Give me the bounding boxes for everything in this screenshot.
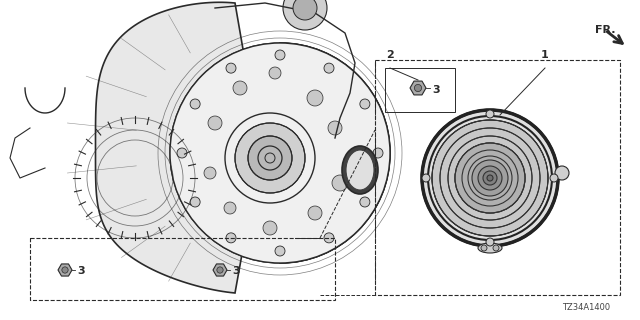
Circle shape xyxy=(190,99,200,109)
Circle shape xyxy=(550,174,558,182)
Polygon shape xyxy=(410,81,426,95)
Circle shape xyxy=(328,121,342,135)
Circle shape xyxy=(308,206,322,220)
Circle shape xyxy=(283,0,327,30)
Text: 2: 2 xyxy=(386,50,394,60)
Circle shape xyxy=(235,123,305,193)
Circle shape xyxy=(555,166,569,180)
Circle shape xyxy=(269,67,281,79)
Circle shape xyxy=(486,238,494,246)
Circle shape xyxy=(62,267,68,273)
Circle shape xyxy=(422,110,558,246)
Text: TZ34A1400: TZ34A1400 xyxy=(562,303,610,312)
Circle shape xyxy=(324,63,334,73)
Text: 3: 3 xyxy=(77,266,84,276)
Bar xyxy=(30,238,335,300)
Circle shape xyxy=(263,221,277,235)
Bar xyxy=(385,68,455,112)
Circle shape xyxy=(422,174,430,182)
Circle shape xyxy=(226,63,236,73)
Circle shape xyxy=(332,175,348,191)
Circle shape xyxy=(248,136,292,180)
Circle shape xyxy=(432,120,548,236)
Circle shape xyxy=(360,99,370,109)
Text: 3: 3 xyxy=(432,85,440,95)
Circle shape xyxy=(170,43,390,263)
Ellipse shape xyxy=(478,243,502,253)
Circle shape xyxy=(208,116,222,130)
Circle shape xyxy=(493,245,499,251)
Bar xyxy=(375,60,620,295)
Circle shape xyxy=(478,166,502,190)
Ellipse shape xyxy=(342,146,378,194)
Circle shape xyxy=(483,171,497,185)
Circle shape xyxy=(487,175,493,181)
Polygon shape xyxy=(58,264,72,276)
Text: 1: 1 xyxy=(541,50,549,60)
Circle shape xyxy=(486,110,494,118)
Circle shape xyxy=(472,160,508,196)
Circle shape xyxy=(293,0,317,20)
Circle shape xyxy=(204,167,216,179)
Circle shape xyxy=(481,245,487,251)
Circle shape xyxy=(226,233,236,243)
Circle shape xyxy=(233,81,247,95)
Text: FR.: FR. xyxy=(595,25,616,35)
Ellipse shape xyxy=(346,150,374,190)
Circle shape xyxy=(455,143,525,213)
Circle shape xyxy=(307,90,323,106)
Circle shape xyxy=(177,148,187,158)
Circle shape xyxy=(360,197,370,207)
Circle shape xyxy=(324,233,334,243)
Circle shape xyxy=(415,84,422,92)
Polygon shape xyxy=(95,2,390,293)
Circle shape xyxy=(224,202,236,214)
Circle shape xyxy=(217,267,223,273)
Circle shape xyxy=(275,50,285,60)
Circle shape xyxy=(190,197,200,207)
Polygon shape xyxy=(213,264,227,276)
Circle shape xyxy=(275,246,285,256)
Circle shape xyxy=(373,148,383,158)
Text: 3: 3 xyxy=(232,266,239,276)
